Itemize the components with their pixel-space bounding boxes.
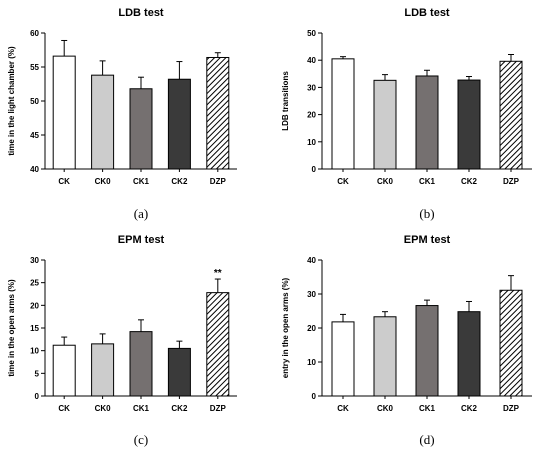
bar-ck2	[167, 347, 191, 397]
x-tick-label: CK0	[95, 177, 112, 186]
bar-ck0	[91, 343, 115, 397]
y-tick-label: 10	[307, 358, 316, 367]
panel-label: (d)	[419, 432, 434, 447]
x-tick-label: CK1	[133, 404, 150, 413]
charts-group: LDB test time in the light chamber (%) 40 4…	[7, 7, 532, 447]
bar-ck2	[457, 79, 481, 170]
y-tick-label: 10	[307, 138, 316, 147]
chart-panel-4: EPM test entry in the open arms (%) 0 10 20 3…	[281, 234, 532, 447]
x-tick-label: CK2	[461, 177, 478, 186]
significance-label: **	[214, 268, 222, 279]
bar-ck	[331, 321, 355, 397]
y-tick-label: 60	[30, 29, 39, 38]
bar-ck	[52, 55, 76, 170]
bar-ck	[52, 344, 76, 397]
y-tick-label: 40	[307, 56, 316, 65]
x-tick-label: DZP	[503, 404, 520, 413]
bar-ck0	[91, 74, 115, 170]
y-tick-label: 30	[30, 256, 39, 265]
bar-ck1	[415, 75, 439, 170]
x-tick-label: CK2	[461, 404, 478, 413]
x-tick-label: CK1	[419, 404, 436, 413]
y-tick-label: 40	[307, 256, 316, 265]
y-tick-label: 5	[35, 369, 40, 378]
panel-label: (c)	[134, 432, 148, 447]
chart-panel-3: EPM test time in the open arms (%) 0 5 10 15 2…	[7, 234, 237, 447]
y-axis-label: LDB transitions	[281, 71, 290, 131]
chart-title: LDB test	[404, 7, 450, 19]
y-tick-label: 20	[307, 324, 316, 333]
bar-dzp	[499, 60, 523, 170]
y-tick-label: 0	[312, 165, 317, 174]
x-tick-label: DZP	[503, 177, 520, 186]
bar-dzp	[206, 56, 230, 170]
x-tick-label: CK2	[171, 404, 188, 413]
bar-dzp	[206, 292, 230, 397]
chart-title: EPM test	[118, 234, 165, 246]
bar-ck1	[129, 88, 153, 170]
panel-label: (b)	[419, 206, 434, 221]
x-tick-label: CK	[337, 404, 349, 413]
y-tick-label: 55	[30, 63, 39, 72]
y-tick-label: 30	[307, 290, 316, 299]
bar-ck0	[373, 316, 397, 397]
y-tick-label: 30	[307, 83, 316, 92]
bar-ck1	[415, 305, 439, 397]
bar-ck1	[129, 331, 153, 397]
x-tick-label: CK0	[377, 404, 394, 413]
y-tick-label: 15	[30, 324, 39, 333]
y-axis-label: time in the open arms (%)	[7, 279, 16, 377]
y-tick-label: 50	[30, 97, 39, 106]
y-tick-label: 0	[312, 392, 317, 401]
y-tick-label: 20	[30, 301, 39, 310]
x-tick-label: DZP	[210, 404, 227, 413]
x-tick-label: CK0	[377, 177, 394, 186]
chart-panel-1: LDB test time in the light chamber (%) 40 4…	[7, 7, 237, 221]
x-tick-label: CK1	[133, 177, 150, 186]
x-tick-label: CK	[58, 404, 70, 413]
y-tick-label: 0	[35, 392, 40, 401]
chart-panel-2: LDB test LDB transitions 0 10 20 30 40 50 CK CK0 C…	[281, 7, 532, 221]
y-tick-label: 40	[30, 165, 39, 174]
bar-dzp	[499, 289, 523, 397]
chart-title: EPM test	[404, 234, 451, 246]
y-axis-label: entry in the open arms (%)	[281, 277, 290, 378]
y-tick-label: 20	[307, 111, 316, 120]
x-tick-label: CK	[58, 177, 70, 186]
chart-title: LDB test	[118, 7, 164, 19]
y-tick-label: 45	[30, 131, 39, 140]
x-tick-label: DZP	[210, 177, 227, 186]
y-tick-label: 25	[30, 279, 39, 288]
y-axis-label: time in the light chamber (%)	[7, 46, 16, 156]
x-tick-label: CK	[337, 177, 349, 186]
y-tick-label: 50	[307, 29, 316, 38]
panel-label: (a)	[134, 206, 148, 221]
x-tick-label: CK0	[95, 404, 112, 413]
y-tick-label: 10	[30, 347, 39, 356]
bar-ck2	[167, 78, 191, 170]
bar-ck0	[373, 79, 397, 170]
x-tick-label: CK1	[419, 177, 436, 186]
bar-ck	[331, 58, 355, 170]
x-tick-label: CK2	[171, 177, 188, 186]
bar-ck2	[457, 311, 481, 397]
